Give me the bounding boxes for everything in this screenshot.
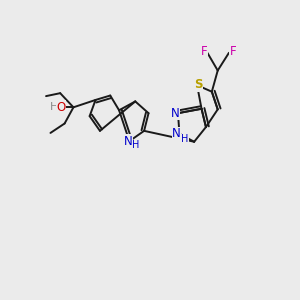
Text: N: N [172, 127, 181, 140]
Text: N: N [171, 107, 179, 120]
Text: F: F [201, 45, 207, 58]
Text: N: N [124, 135, 132, 148]
Text: O: O [56, 101, 66, 114]
Text: H: H [132, 140, 140, 150]
Text: S: S [194, 78, 203, 91]
Text: H: H [181, 134, 188, 144]
Text: F: F [230, 45, 237, 58]
Text: H: H [50, 102, 58, 112]
